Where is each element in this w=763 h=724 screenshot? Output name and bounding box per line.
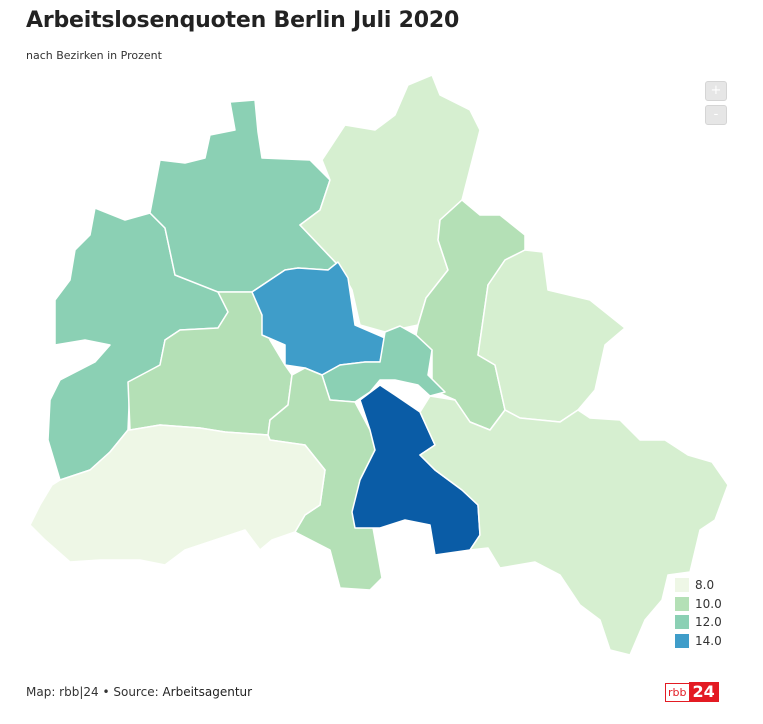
district-reinickendorf[interactable] xyxy=(149,99,339,293)
legend-item: 12.0 xyxy=(675,613,722,632)
map-title: Arbeitslosenquoten Berlin Juli 2020 xyxy=(26,8,460,33)
legend-swatch xyxy=(675,615,689,630)
legend-label: 14.0 xyxy=(695,633,722,648)
legend-swatch xyxy=(675,633,689,648)
district-treptow-koepenick[interactable] xyxy=(419,395,729,656)
map-credits: Map: rbb|24 • Source: Arbeitsagentur xyxy=(26,685,252,699)
legend-item: 8.0 xyxy=(675,576,722,595)
legend-label: 8.0 xyxy=(695,578,715,593)
credits-prefix: Map: rbb|24 • Source: xyxy=(26,685,163,699)
logo-24-text: 24 xyxy=(688,682,719,702)
legend-swatch xyxy=(675,596,689,611)
district-steglitz-zehlendorf[interactable] xyxy=(29,424,326,566)
legend-label: 12.0 xyxy=(695,615,722,630)
source-link[interactable]: Arbeitsagentur xyxy=(162,685,253,699)
zoom-in-button[interactable]: + xyxy=(705,81,727,101)
district-marzahn-hellersdorf[interactable] xyxy=(477,249,626,423)
legend-item: 14.0 xyxy=(675,632,722,651)
map-legend: 8.0 10.0 12.0 14.0 xyxy=(675,576,722,650)
legend-item: 10.0 xyxy=(675,595,722,614)
zoom-out-button[interactable]: - xyxy=(705,105,727,125)
logo-rbb-text: rbb xyxy=(665,682,689,702)
map-subtitle: nach Bezirken in Prozent xyxy=(26,49,162,62)
legend-label: 10.0 xyxy=(695,596,722,611)
legend-swatch xyxy=(675,578,689,593)
rbb24-logo: rbb 24 xyxy=(665,682,719,702)
district-friedrichshain-kreuzberg[interactable] xyxy=(321,325,446,403)
